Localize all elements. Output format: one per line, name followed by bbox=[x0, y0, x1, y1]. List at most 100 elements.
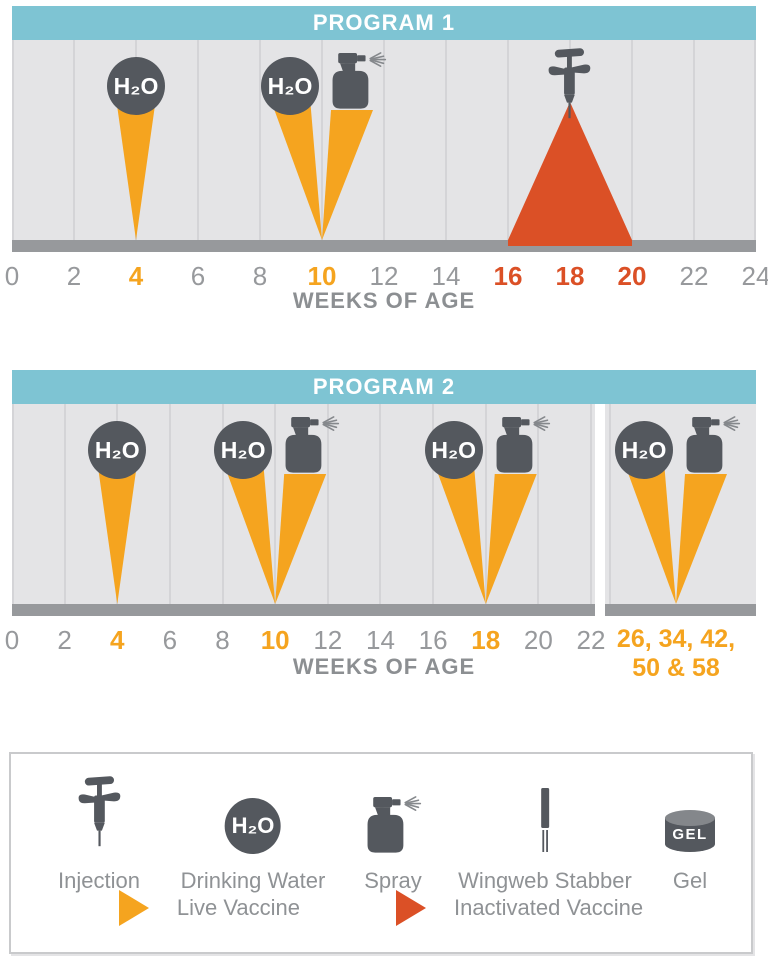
gridline-week-8 bbox=[221, 404, 224, 604]
gridline-week-14 bbox=[445, 40, 447, 240]
live-vaccine-triangle bbox=[485, 474, 537, 604]
legend-label-injection: Injection bbox=[58, 868, 140, 893]
live-vaccine-triangle bbox=[223, 462, 276, 604]
axis-tick-6: 6 bbox=[162, 625, 178, 655]
gridline-week-24 bbox=[754, 40, 756, 240]
live-vaccine-triangle bbox=[624, 462, 676, 604]
injection-icon bbox=[78, 776, 120, 847]
gridline-week-16 bbox=[507, 40, 509, 240]
legend-item-gel: GEL Gel bbox=[663, 774, 717, 894]
legend-item-spray: Spray bbox=[360, 774, 426, 894]
axis-tick-6: 6 bbox=[190, 261, 206, 291]
program-2-axis-ticks: 0 2 4 6 8 10 12 14 16 18 20 22 26, 34, 42, bbox=[5, 616, 756, 655]
live-vaccine-triangle-icon bbox=[118, 890, 149, 926]
gridline-week-8 bbox=[259, 40, 261, 240]
program-1-axis-title: WEEKS OF AGE bbox=[292, 288, 476, 313]
legend-item-wingweb-stabber: Wingweb Stabber bbox=[458, 774, 632, 894]
axis-tick-18: 18 bbox=[555, 261, 585, 291]
gridline-week-12 bbox=[326, 404, 329, 604]
inactivated-vaccine-triangle-icon bbox=[395, 890, 426, 926]
program-1-title: PROGRAM 1 bbox=[312, 10, 456, 35]
drinking-water-icon: H₂O bbox=[224, 798, 281, 854]
gridline-week-20 bbox=[537, 404, 540, 604]
gridline-week-14 bbox=[379, 404, 382, 604]
axis-tick-18: 18 bbox=[471, 625, 501, 655]
spray-icon bbox=[285, 416, 340, 473]
spray-icon bbox=[496, 416, 550, 473]
legend-vaccine-inactivated: Inactivated Vaccine bbox=[395, 890, 644, 926]
gridline-week-20 bbox=[631, 40, 633, 240]
program-1-axis-ticks: 0 2 4 6 8 10 12 14 16 18 20 22 24 bbox=[5, 252, 768, 291]
legend-item-injection: Injection bbox=[58, 774, 140, 894]
program-2-extended-weeks-line-2: 50 & 58 bbox=[632, 654, 720, 682]
legend-label-spray: Spray bbox=[364, 868, 422, 893]
gridline-week-10 bbox=[274, 404, 277, 604]
gel-icon: GEL bbox=[665, 810, 715, 852]
gridline-week-18 bbox=[484, 404, 487, 604]
gridline-week-12 bbox=[383, 40, 385, 240]
inactivated-vaccine-baseline-overlap bbox=[508, 240, 632, 246]
axis-tick-24: 24 bbox=[741, 261, 768, 291]
live-vaccine-triangle bbox=[270, 98, 322, 240]
gridline-week-2 bbox=[73, 40, 75, 240]
legend-vaccine-label-live: Live Vaccine bbox=[176, 895, 300, 920]
axis-tick-2: 2 bbox=[57, 625, 72, 655]
axis-tick-16: 16 bbox=[418, 625, 448, 655]
axis-tick-4: 4 bbox=[128, 261, 144, 291]
spray-icon bbox=[686, 416, 741, 473]
gridline-week-16 bbox=[432, 404, 435, 604]
axis-tick-extended: 26, 34, 42, bbox=[616, 625, 736, 653]
axis-tick-22: 22 bbox=[679, 261, 709, 291]
drinking-water-icon: H₂O bbox=[424, 421, 483, 479]
axis-tick-16: 16 bbox=[493, 261, 523, 291]
program-2-axis-title: WEEKS OF AGE bbox=[292, 654, 476, 679]
drinking-water-icon: H₂O bbox=[107, 57, 165, 115]
axis-tick-14: 14 bbox=[365, 625, 395, 655]
gridline-week-6 bbox=[197, 40, 199, 240]
gridline-week-0 bbox=[12, 404, 14, 604]
axis-tick-10: 10 bbox=[260, 625, 290, 655]
live-vaccine-triangle bbox=[275, 474, 327, 604]
legend-label-wingweb-stabber: Wingweb Stabber bbox=[458, 868, 632, 893]
program-2-baseline bbox=[12, 604, 756, 616]
program-1-header: PROGRAM 1 bbox=[12, 6, 756, 40]
axis-tick-10: 10 bbox=[307, 261, 337, 291]
axis-tick-0: 0 bbox=[4, 625, 20, 655]
timeline-break bbox=[595, 404, 605, 604]
legend-item-drinking-water: H₂O Drinking Water bbox=[180, 774, 326, 894]
gridline-week-10 bbox=[321, 40, 323, 240]
axis-tick-12: 12 bbox=[369, 261, 399, 291]
spray-icon bbox=[332, 52, 387, 109]
spray-icon bbox=[367, 795, 422, 853]
program-1: PROGRAM 1 H₂O H₂O 0 2 4 6 8 10 12 14 16 18 20 22 24 W… bbox=[5, 0, 768, 314]
legend-label-gel: Gel bbox=[672, 868, 708, 893]
timeline-break bbox=[595, 604, 605, 616]
axis-tick-14: 14 bbox=[431, 261, 461, 291]
program-1-timeline: H₂O H₂O bbox=[12, 40, 756, 240]
program-2-header: PROGRAM 2 bbox=[12, 370, 756, 404]
axis-tick-0: 0 bbox=[4, 261, 20, 291]
axis-tick-22: 22 bbox=[576, 625, 606, 655]
program-2-timeline: H₂O H₂O H₂O H₂O bbox=[12, 404, 756, 604]
wingweb-stabber-icon bbox=[541, 788, 549, 852]
axis-tick-20: 20 bbox=[523, 625, 553, 655]
axis-tick-8: 8 bbox=[252, 261, 268, 291]
gridline-week-22 bbox=[693, 40, 695, 240]
axis-tick-20: 20 bbox=[617, 261, 647, 291]
program-2-axis-line-2: WEEKS OF AGE 50 & 58 bbox=[12, 652, 756, 684]
axis-tick-2: 2 bbox=[66, 261, 82, 291]
drinking-water-icon: H₂O bbox=[88, 421, 147, 479]
gridline-week-22 bbox=[590, 404, 592, 604]
program-1-baseline bbox=[12, 240, 756, 252]
live-vaccine-triangle bbox=[676, 474, 727, 604]
axis-tick-12: 12 bbox=[313, 625, 343, 655]
gridline-week-6 bbox=[168, 404, 171, 604]
program-2-title: PROGRAM 2 bbox=[312, 374, 456, 399]
axis-tick-4: 4 bbox=[110, 625, 125, 655]
legend-label-drinking-water: Drinking Water bbox=[180, 868, 326, 893]
legend-vaccine-label-inactivated: Inactivated Vaccine bbox=[453, 895, 644, 920]
injection-icon bbox=[548, 48, 591, 119]
program-2: PROGRAM 2 H₂O H₂O H₂O H₂O 0 2 4 6 8 10 12 14 16 18 20… bbox=[5, 370, 756, 684]
legend-vaccine-live: Live Vaccine bbox=[118, 890, 300, 926]
